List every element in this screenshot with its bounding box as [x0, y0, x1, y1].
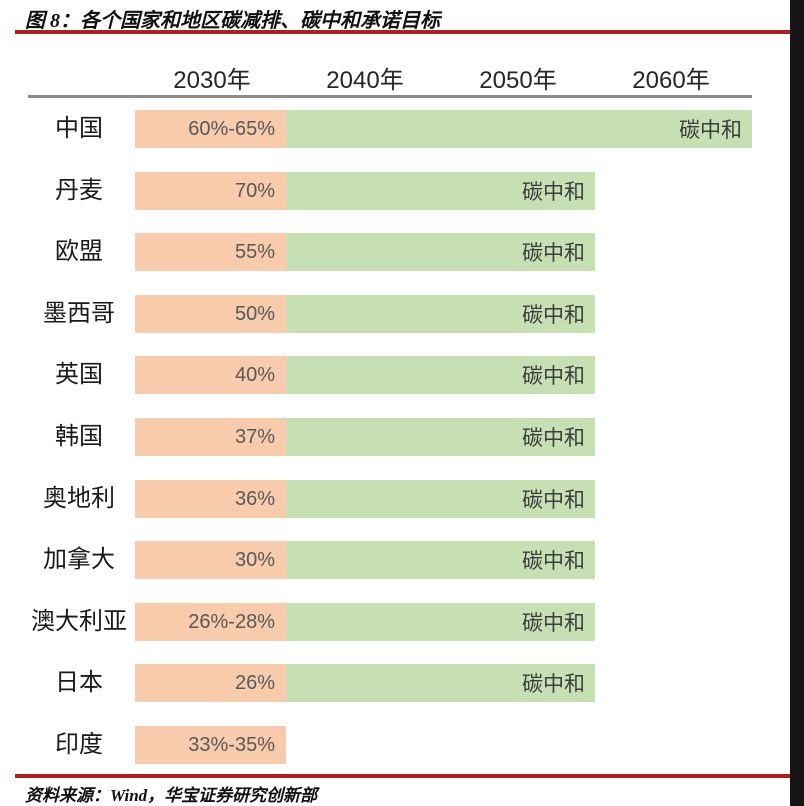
carbon-neutral-bar: 碳中和: [286, 110, 752, 148]
carbon-neutral-label: 碳中和: [522, 612, 585, 635]
reduction-target-bar: 37%: [135, 418, 286, 456]
country-row: 澳大利亚 26%-28% 碳中和: [0, 603, 790, 641]
year-header-2040: 2040年: [326, 67, 404, 94]
carbon-neutral-label: 碳中和: [522, 489, 585, 512]
reduction-target-value: 55%: [234, 240, 275, 263]
reduction-target-bar: 33%-35%: [135, 726, 286, 764]
source-note: 资料来源：Wind，华宝证券研究创新部: [25, 786, 318, 805]
carbon-neutral-bar: 碳中和: [286, 480, 595, 518]
reduction-target-value: 40%: [234, 363, 275, 386]
country-label: 欧盟: [55, 238, 103, 265]
country-row: 奥地利 36% 碳中和: [0, 480, 790, 518]
carbon-neutral-label: 碳中和: [522, 181, 585, 204]
country-row: 丹麦 70% 碳中和: [0, 172, 790, 210]
reduction-target-value: 50%: [234, 302, 275, 325]
top-red-rule: [15, 30, 790, 34]
country-label: 日本: [55, 669, 103, 696]
year-header-2050: 2050年: [479, 67, 557, 94]
country-row: 欧盟 55% 碳中和: [0, 233, 790, 271]
reduction-target-value: 26%-28%: [188, 610, 275, 633]
country-label: 英国: [55, 361, 103, 388]
country-row: 加拿大 30% 碳中和: [0, 541, 790, 579]
carbon-neutral-label: 碳中和: [522, 550, 585, 573]
right-edge-strip: [790, 0, 804, 806]
bottom-red-rule: [15, 774, 790, 778]
carbon-neutral-bar: 碳中和: [286, 295, 595, 333]
country-row: 墨西哥 50% 碳中和: [0, 295, 790, 333]
reduction-target-bar: 60%-65%: [135, 110, 286, 148]
carbon-neutral-bar: 碳中和: [286, 541, 595, 579]
reduction-target-value: 70%: [234, 179, 275, 202]
carbon-neutral-bar: 碳中和: [286, 172, 595, 210]
carbon-neutral-bar: 碳中和: [286, 233, 595, 271]
reduction-target-value: 26%: [234, 671, 275, 694]
reduction-target-bar: 30%: [135, 541, 286, 579]
reduction-target-bar: 55%: [135, 233, 286, 271]
carbon-neutral-label: 碳中和: [522, 242, 585, 265]
country-row: 韩国 37% 碳中和: [0, 418, 790, 456]
reduction-target-bar: 36%: [135, 480, 286, 518]
reduction-target-bar: 70%: [135, 172, 286, 210]
carbon-neutral-bar: 碳中和: [286, 418, 595, 456]
reduction-target-bar: 26%-28%: [135, 603, 286, 641]
country-label: 韩国: [55, 423, 103, 450]
country-row: 英国 40% 碳中和: [0, 356, 790, 394]
reduction-target-bar: 26%: [135, 664, 286, 702]
carbon-neutral-bar: 碳中和: [286, 664, 595, 702]
carbon-neutral-bar: 碳中和: [286, 603, 595, 641]
header-underline: [28, 95, 752, 98]
country-label: 奥地利: [43, 485, 115, 512]
figure-title: 图 8：各个国家和地区碳减排、碳中和承诺目标: [25, 10, 440, 32]
country-label: 加拿大: [43, 546, 115, 573]
reduction-target-value: 30%: [234, 548, 275, 571]
year-header-2030: 2030年: [173, 67, 251, 94]
year-header-2060: 2060年: [632, 67, 710, 94]
country-label: 丹麦: [55, 177, 103, 204]
country-label: 澳大利亚: [31, 608, 127, 635]
carbon-neutral-label: 碳中和: [522, 673, 585, 696]
reduction-target-value: 36%: [234, 487, 275, 510]
reduction-target-value: 37%: [234, 425, 275, 448]
country-label: 印度: [55, 731, 103, 758]
carbon-neutral-bar: 碳中和: [286, 356, 595, 394]
country-label: 墨西哥: [43, 300, 115, 327]
country-row: 印度 33%-35%: [0, 726, 790, 764]
carbon-neutral-label: 碳中和: [522, 365, 585, 388]
reduction-target-value: 60%-65%: [188, 117, 275, 140]
carbon-neutral-label: 碳中和: [522, 304, 585, 327]
carbon-neutral-label: 碳中和: [679, 119, 742, 142]
country-label: 中国: [55, 115, 103, 142]
country-row: 中国 60%-65% 碳中和: [0, 110, 790, 148]
carbon-neutral-label: 碳中和: [522, 427, 585, 450]
reduction-target-value: 33%-35%: [188, 733, 275, 756]
country-row: 日本 26% 碳中和: [0, 664, 790, 702]
reduction-target-bar: 40%: [135, 356, 286, 394]
reduction-target-bar: 50%: [135, 295, 286, 333]
